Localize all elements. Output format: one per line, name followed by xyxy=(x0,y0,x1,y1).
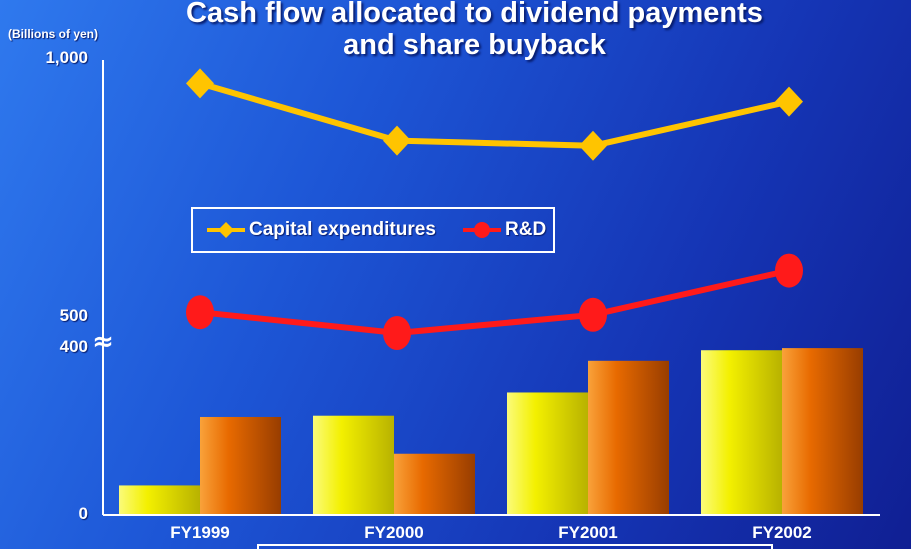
capex-point-fy2002 xyxy=(775,86,803,117)
bar-series-2-fy2001 xyxy=(588,360,669,515)
y-tick-500: 500 xyxy=(59,306,88,325)
bottom-frame xyxy=(257,544,773,549)
y-axis-unit-label: (Billions of yen) xyxy=(8,27,98,41)
x-tick-fy1999: FY1999 xyxy=(170,523,230,542)
legend-rd-marker-icon xyxy=(463,222,501,238)
chart-legend: Capital expenditures R&D xyxy=(191,207,555,253)
bar-series-1-fy2001 xyxy=(507,392,588,515)
bar-series-2-fy2000 xyxy=(394,453,475,515)
rd-point-fy2001 xyxy=(579,297,607,332)
legend-item-rd: R&D xyxy=(461,209,546,251)
legend-capex-marker-icon xyxy=(207,222,245,238)
y-tick-0: 0 xyxy=(78,504,88,523)
y-tick-400: 400 xyxy=(59,337,88,356)
x-tick-fy2002: FY2002 xyxy=(752,523,812,542)
bar-series-1-fy1999 xyxy=(119,485,200,515)
chart-title: Cash flow allocated to dividend payments… xyxy=(0,0,911,61)
line-rd xyxy=(199,267,790,336)
chart-title-line-2: and share buyback xyxy=(343,29,606,61)
rd-point-fy1999 xyxy=(186,295,214,330)
capex-point-fy2001 xyxy=(579,130,607,161)
bar-series-1-fy2002 xyxy=(701,350,782,515)
rd-point-fy2000 xyxy=(383,316,411,350)
legend-rd-label: R&D xyxy=(505,219,547,240)
axis-break-symbol: ≈ xyxy=(92,327,114,357)
x-tick-fy2001: FY2001 xyxy=(558,523,618,542)
bar-series-1-fy2000 xyxy=(313,415,394,515)
bar-series-2-fy1999 xyxy=(200,416,281,515)
capex-point-fy1999 xyxy=(186,68,214,99)
legend-item-capex: Capital expenditures xyxy=(205,209,436,251)
rd-point-fy2002 xyxy=(775,253,803,288)
chart-title-line-1: Cash flow allocated to dividend payments xyxy=(186,0,763,29)
bar-series-2-fy2002 xyxy=(782,348,863,515)
legend-capex-label: Capital expenditures xyxy=(249,219,436,240)
capex-point-fy2000 xyxy=(383,125,411,156)
y-tick-1000: 1,000 xyxy=(45,48,88,67)
x-tick-fy2000: FY2000 xyxy=(364,523,424,542)
line-capex xyxy=(199,80,790,149)
